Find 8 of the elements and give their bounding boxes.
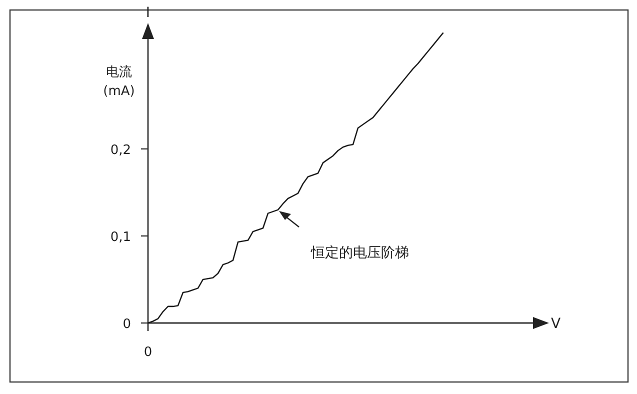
line-series [147,32,444,324]
y-axis-title: I [146,5,150,21]
text: 电流 (mA) [103,64,135,99]
y-tick-label: 0,2 [110,142,131,158]
text: V [551,316,561,332]
y-tick-label: 0,1 [110,230,131,245]
annotation: 恒定的电压阶梯 [310,245,409,261]
y-tick-label: 0 [122,317,131,332]
